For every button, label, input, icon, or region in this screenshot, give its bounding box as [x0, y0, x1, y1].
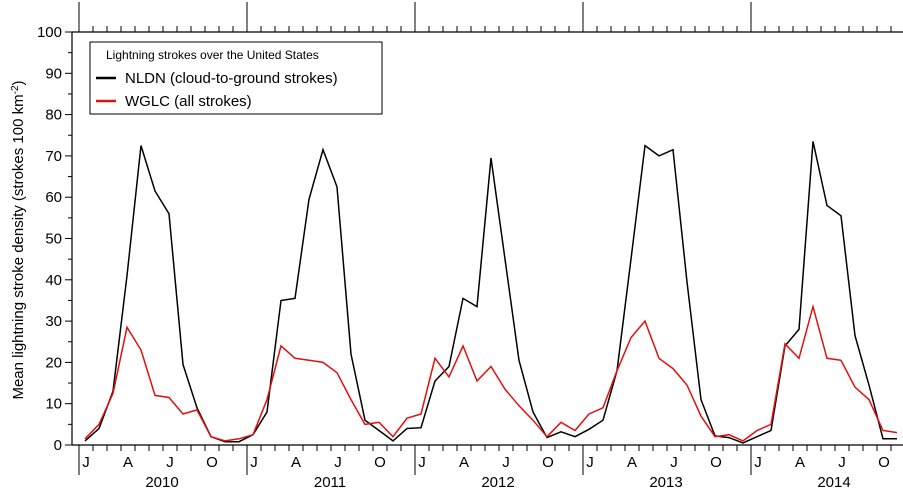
month-tick-label: J: [670, 454, 678, 471]
month-tick-label: A: [123, 454, 133, 471]
month-tick-label: J: [250, 454, 258, 471]
legend-label-nldn: NLDN (cloud-to-ground strokes): [125, 70, 338, 87]
month-tick-label: A: [459, 454, 469, 471]
year-label: 2013: [649, 474, 682, 491]
month-tick-label: J: [754, 454, 762, 471]
month-tick-label: O: [710, 454, 722, 471]
y-tick-label: 10: [45, 396, 62, 413]
y-tick-label: 0: [54, 437, 62, 454]
y-tick-label: 90: [45, 65, 62, 82]
month-tick-label: O: [542, 454, 554, 471]
y-tick-label: 60: [45, 189, 62, 206]
legend-box: [89, 41, 383, 115]
y-tick-label: 20: [45, 354, 62, 371]
y-tick-label: 30: [45, 313, 62, 330]
legend-title: Lightning strokes over the United States: [106, 48, 319, 62]
series-lines: [84, 141, 898, 444]
month-tick-label: O: [206, 454, 218, 471]
y-tick-label: 70: [45, 148, 62, 165]
y-axis-label: Mean lightning stroke density (strokes 1…: [10, 80, 28, 399]
month-tick-label: A: [627, 454, 637, 471]
month-tick-label: J: [838, 454, 846, 471]
month-tick-label: J: [586, 454, 594, 471]
axes-frame: 0 10 20 30 40 50 60 70 80 90 100 J A J O J A J O J A J O J A J O J A…: [37, 2, 903, 491]
series-wglc-line: [84, 303, 898, 442]
month-tick-label: A: [291, 454, 301, 471]
y-tick-label: 100: [37, 24, 62, 41]
y-tick-label: 50: [45, 231, 62, 248]
month-tick-label: J: [166, 454, 174, 471]
year-label: 2014: [817, 474, 850, 491]
month-tick-label: J: [418, 454, 426, 471]
legend: Lightning strokes over the United States…: [89, 41, 383, 115]
month-tick-label: A: [795, 454, 805, 471]
y-tick-label: 80: [45, 107, 62, 124]
year-label: 2010: [145, 474, 178, 491]
legend-label-wglc: WGLC (all strokes): [125, 93, 252, 110]
year-label: 2011: [314, 474, 346, 491]
month-tick-label: J: [82, 454, 90, 471]
month-tick-label: J: [502, 454, 510, 471]
month-tick-label: J: [334, 454, 342, 471]
month-tick-label: O: [878, 454, 890, 471]
year-label: 2012: [481, 474, 514, 491]
y-tick-label: 40: [45, 272, 62, 289]
month-tick-label: O: [374, 454, 386, 471]
